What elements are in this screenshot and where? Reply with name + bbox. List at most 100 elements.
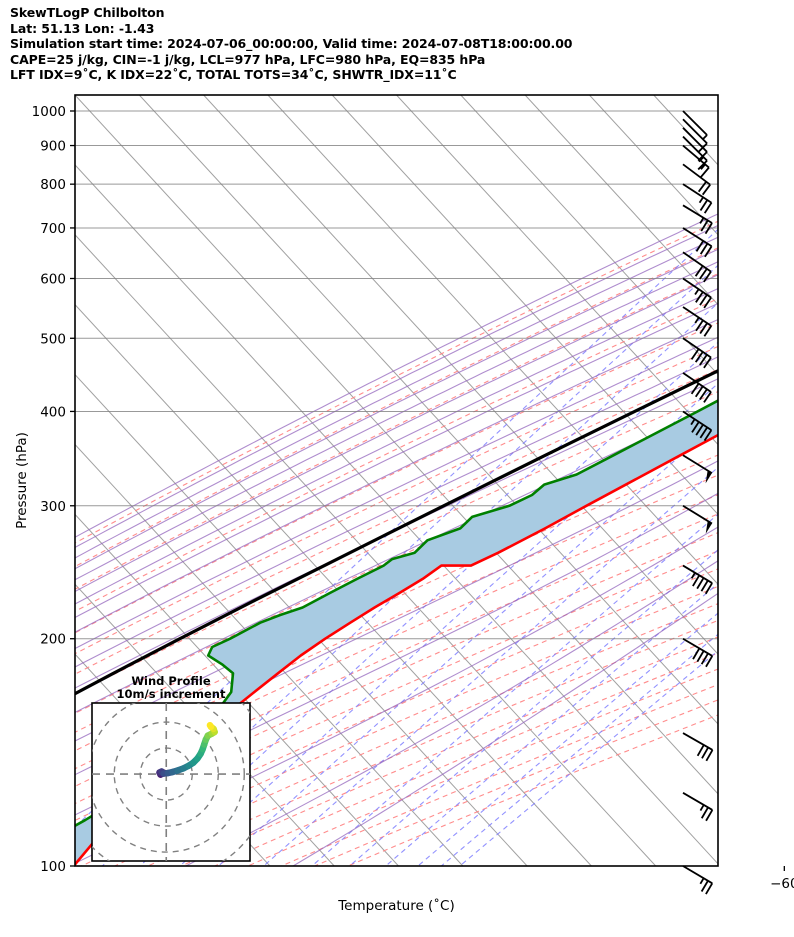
wind-barb-full-feather xyxy=(690,348,700,360)
wind-barb-full-feather xyxy=(705,655,714,668)
wind-barb-full-feather xyxy=(695,240,704,252)
y-axis-title: Pressure (hPa) xyxy=(14,432,30,529)
dry-adiabat-line xyxy=(281,684,718,866)
moist-adiabat-line xyxy=(75,356,718,668)
wind-barb-full-feather xyxy=(695,319,704,332)
dry-adiabat-line xyxy=(75,474,718,770)
y-tick-label: 900 xyxy=(40,139,66,155)
moist-adiabat-line xyxy=(75,302,718,619)
wind-barb-full-feather xyxy=(699,388,708,401)
y-tick-label: 700 xyxy=(40,221,66,237)
wind-barb-shaft xyxy=(682,637,713,657)
wind-barb-full-feather xyxy=(705,809,714,822)
wind-barb-full-feather xyxy=(697,181,707,193)
x-tick-label: −60 xyxy=(770,876,794,892)
dry-adiabat-line xyxy=(75,298,718,612)
isotherm-line xyxy=(396,95,718,446)
wind-barb-half-feather xyxy=(694,288,700,296)
wind-barb-full-feather xyxy=(695,424,704,436)
wind-barb-shaft xyxy=(682,410,712,431)
header-indices-1: CAPE=25 j/kg, CIN=-1 j/kg, LCL=977 hPa, … xyxy=(10,51,486,67)
moist-adiabat-line xyxy=(75,526,718,864)
wind-barb-full-feather xyxy=(703,429,713,442)
dry-adiabat-line xyxy=(75,391,718,695)
wind-barb-full-feather xyxy=(694,385,704,398)
wind-barb-shaft xyxy=(682,865,713,885)
y-tick-label: 600 xyxy=(40,271,66,287)
mixing-ratio-line xyxy=(179,382,718,866)
wind-barb-full-feather xyxy=(696,577,705,590)
moist-adiabat-line xyxy=(75,236,718,559)
moist-adiabat-line xyxy=(75,336,718,650)
figure-header: SkewTLogP Chilbolton Lat: 51.13 Lon: -1.… xyxy=(10,5,770,83)
y-tick-label: 200 xyxy=(40,632,66,648)
moist-adiabat-line xyxy=(75,287,718,605)
wind-barb-shaft xyxy=(682,306,712,327)
wind-barb-full-feather xyxy=(692,574,701,587)
wind-barb-full-feather xyxy=(703,325,713,337)
wind-barb-full-feather xyxy=(701,184,711,196)
isotherm-line xyxy=(331,95,718,516)
header-indices-2: LFT IDX=9˚C, K IDX=22˚C, TOTAL TOTS=34˚C… xyxy=(10,67,457,83)
wind-barb-full-feather xyxy=(705,882,714,895)
wind-barb-shaft xyxy=(682,792,713,811)
isotherm-line xyxy=(524,95,718,306)
wind-barb-full-feather xyxy=(699,294,708,306)
wind-barb-full-feather xyxy=(697,159,708,171)
moist-adiabat-line xyxy=(75,492,718,816)
wind-barb-full-feather xyxy=(699,354,708,366)
wind-barb-half-feather xyxy=(699,217,705,224)
wind-barb-shaft xyxy=(682,227,713,248)
dewpoint-temperature-shade xyxy=(75,400,718,865)
wind-barb-full-feather xyxy=(696,744,705,757)
isotherm-line xyxy=(75,303,592,866)
wind-barb-full-feather xyxy=(698,268,708,280)
moist-adiabat-line xyxy=(75,248,718,570)
wind-barb-half-feather xyxy=(690,418,696,426)
wind-barb-half-feather xyxy=(698,156,705,163)
header-location: Lat: 51.13 Lon: -1.43 xyxy=(10,20,155,36)
dry-adiabat-line xyxy=(75,273,718,590)
y-tick-label: 400 xyxy=(40,404,66,420)
wind-barb-half-feather xyxy=(694,317,700,324)
y-tick-label: 1000 xyxy=(32,104,66,120)
wind-barb-full-feather xyxy=(701,746,709,759)
wind-barb-full-feather xyxy=(705,749,714,762)
isotherm-line xyxy=(589,95,718,236)
wind-barb-full-feather xyxy=(700,580,709,592)
moisture-shading xyxy=(75,400,718,865)
wind-barb-shaft xyxy=(682,454,713,474)
moist-adiabat-line xyxy=(75,402,718,714)
wind-barb-full-feather xyxy=(700,652,709,665)
isotherm-line xyxy=(75,443,464,866)
wind-barb-half-feather xyxy=(690,572,696,579)
wind-profile-title-line2: 10m/s increment xyxy=(117,687,226,701)
wind-barb-full-feather xyxy=(703,297,712,309)
isotherm-line xyxy=(460,95,718,376)
wind-barb-full-feather xyxy=(696,650,705,663)
wind-barb-full-feather xyxy=(704,222,713,235)
isotherm-line xyxy=(267,95,718,585)
wind-barb-full-feather xyxy=(704,582,713,595)
wind-barb-half-feather xyxy=(699,804,705,811)
wind-barb-full-feather xyxy=(699,243,709,255)
wind-barb-shaft xyxy=(682,127,708,153)
wind-barb-half-feather xyxy=(700,163,706,170)
hodograph-trace-segment xyxy=(206,721,215,731)
wind-barb-half-feather xyxy=(699,877,705,885)
isotherm-line xyxy=(75,513,399,866)
wind-barb-full-feather xyxy=(699,426,708,439)
plot-frame xyxy=(74,94,719,867)
wind-barb-full-feather xyxy=(700,219,709,232)
moist-adiabat-line xyxy=(292,592,718,866)
wind-barb-full-feather xyxy=(703,271,712,283)
wind-barb-full-feather xyxy=(700,166,710,178)
isotherm-line xyxy=(717,95,718,96)
isotherm-line xyxy=(75,95,718,795)
wind-barb-flag xyxy=(705,520,712,534)
moist-adiabat-line xyxy=(75,261,718,581)
wind-profile-title-line1: Wind Profile xyxy=(131,674,211,688)
wind-barb-full-feather xyxy=(700,806,709,819)
wind-barb-full-feather xyxy=(699,199,709,211)
